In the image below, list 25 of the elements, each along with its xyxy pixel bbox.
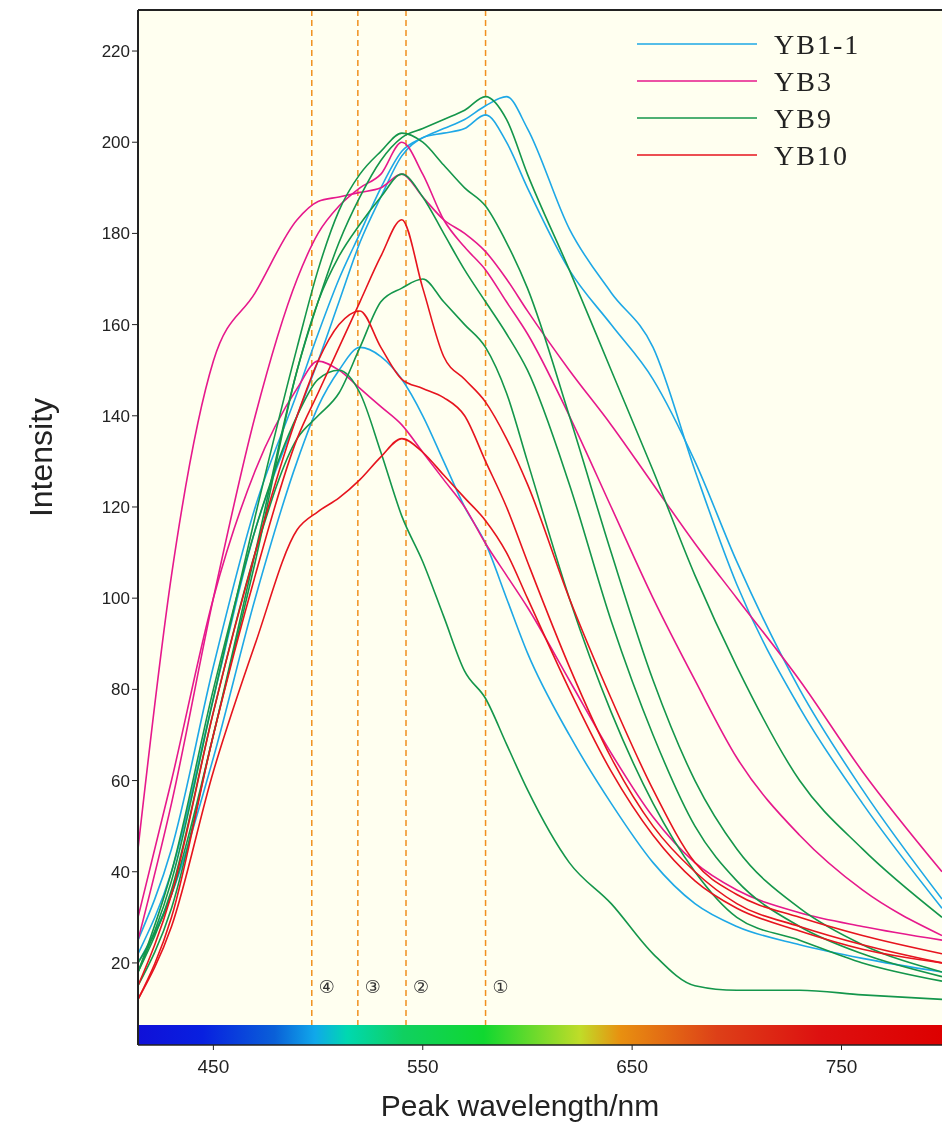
ref-line-label: ④ — [318, 975, 335, 997]
y-tick-label: 60 — [111, 771, 130, 791]
ref-line-label: ① — [492, 975, 509, 997]
y-tick-label: 80 — [111, 680, 130, 700]
x-tick-label: 450 — [197, 1056, 230, 1077]
y-tick-label: 100 — [101, 589, 130, 609]
legend-label: YB9 — [774, 103, 833, 134]
y-tick-label: 40 — [111, 862, 130, 882]
ref-line-label: ② — [412, 975, 430, 997]
y-tick-label: 220 — [101, 42, 130, 62]
x-tick-label: 750 — [825, 1056, 858, 1077]
legend-label: YB1-1 — [774, 29, 861, 60]
y-tick-label: 20 — [111, 953, 130, 973]
y-tick-label: 140 — [101, 406, 130, 426]
legend-label: YB10 — [774, 140, 849, 171]
x-tick-label: 650 — [616, 1056, 648, 1077]
y-axis-title: Intensity — [23, 397, 59, 518]
legend-label: YB3 — [774, 66, 833, 97]
x-tick-label: 550 — [406, 1056, 439, 1077]
y-tick-label: 120 — [101, 497, 130, 517]
x-axis-title: Peak wavelength/nm — [380, 1089, 660, 1122]
y-tick-label: 200 — [101, 133, 130, 153]
ref-line-label: ③ — [364, 975, 381, 997]
y-tick-label: 160 — [101, 315, 130, 335]
y-tick-label: 180 — [101, 224, 130, 244]
